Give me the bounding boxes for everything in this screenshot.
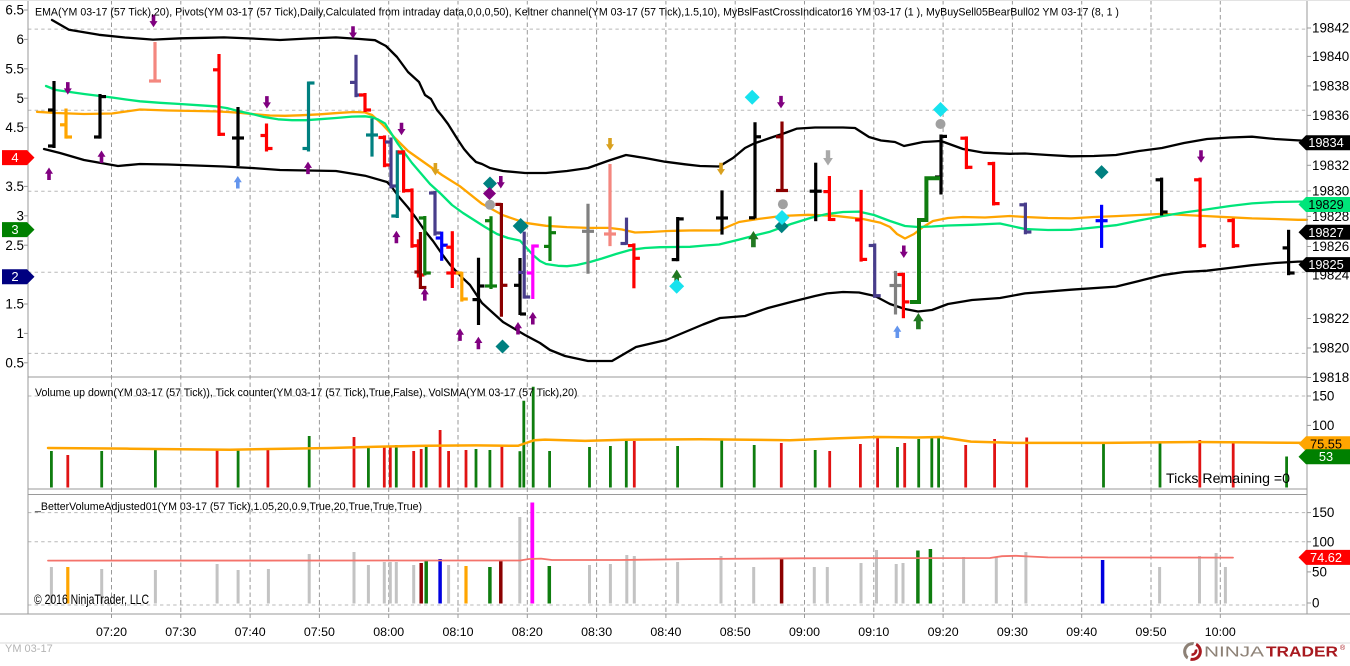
- svg-text:19836: 19836: [1312, 108, 1349, 123]
- svg-text:2: 2: [11, 269, 18, 284]
- svg-text:07:40: 07:40: [235, 625, 266, 639]
- svg-text:150: 150: [1312, 389, 1334, 404]
- svg-text:08:20: 08:20: [512, 625, 543, 639]
- svg-text:09:50: 09:50: [1135, 625, 1166, 639]
- svg-text:19828: 19828: [1312, 209, 1349, 224]
- svg-text:19825: 19825: [1308, 257, 1344, 272]
- svg-text:53: 53: [1319, 449, 1333, 464]
- svg-text:19834: 19834: [1308, 135, 1344, 150]
- svg-text:_BetterVolumeAdjusted01(YM 03-: _BetterVolumeAdjusted01(YM 03-17 (57 Tic…: [34, 501, 422, 513]
- svg-text:4.5: 4.5: [5, 120, 24, 135]
- svg-text:19820: 19820: [1312, 341, 1349, 356]
- svg-text:100: 100: [1312, 534, 1334, 549]
- svg-text:5.5: 5.5: [5, 61, 24, 76]
- svg-text:08:50: 08:50: [720, 625, 751, 639]
- svg-text:09:30: 09:30: [997, 625, 1028, 639]
- svg-text:74.62: 74.62: [1310, 550, 1342, 565]
- svg-text:19832: 19832: [1312, 158, 1349, 173]
- svg-text:08:40: 08:40: [650, 625, 681, 639]
- svg-text:3: 3: [17, 208, 24, 223]
- svg-text:09:00: 09:00: [789, 625, 820, 639]
- svg-text:0.5: 0.5: [5, 355, 24, 370]
- svg-text:19840: 19840: [1312, 49, 1349, 64]
- svg-text:3: 3: [11, 222, 18, 237]
- svg-text:TRADER: TRADER: [1266, 645, 1339, 661]
- svg-text:100: 100: [1312, 418, 1334, 433]
- svg-text:6.5: 6.5: [5, 3, 24, 18]
- svg-text:150: 150: [1312, 505, 1334, 520]
- svg-text:19842: 19842: [1312, 21, 1349, 36]
- svg-text:07:50: 07:50: [304, 625, 335, 639]
- svg-text:75.55: 75.55: [1310, 436, 1342, 451]
- svg-text:19822: 19822: [1312, 311, 1349, 326]
- svg-text:19838: 19838: [1312, 79, 1349, 94]
- svg-text:09:40: 09:40: [1066, 625, 1097, 639]
- svg-text:6: 6: [17, 32, 24, 47]
- svg-text:09:20: 09:20: [928, 625, 959, 639]
- svg-text:© 2016 NinjaTrader, LLC: © 2016 NinjaTrader, LLC: [34, 591, 149, 607]
- svg-text:50: 50: [1312, 565, 1327, 580]
- svg-text:EMA(YM 03-17 (57 Tick),20), Pi: EMA(YM 03-17 (57 Tick),20), Pivots(YM 03…: [35, 7, 1119, 19]
- svg-text:07:30: 07:30: [165, 625, 196, 639]
- svg-text:1: 1: [17, 326, 24, 341]
- svg-text:3.5: 3.5: [5, 179, 24, 194]
- svg-text:08:00: 08:00: [373, 625, 404, 639]
- svg-text:2.5: 2.5: [5, 238, 24, 253]
- svg-text:19826: 19826: [1312, 239, 1349, 254]
- svg-text:07:20: 07:20: [96, 625, 127, 639]
- svg-text:NINJA: NINJA: [1204, 645, 1264, 661]
- svg-text:09:10: 09:10: [858, 625, 889, 639]
- svg-text:1.5: 1.5: [5, 297, 24, 312]
- svg-text:Ticks Remaining =0: Ticks Remaining =0: [1166, 471, 1290, 487]
- svg-text:Volume up down(YM 03-17 (57 Ti: Volume up down(YM 03-17 (57 Tick)), Tick…: [35, 387, 577, 399]
- svg-text:5: 5: [17, 91, 24, 106]
- svg-text:19829: 19829: [1308, 197, 1344, 212]
- svg-text:YM 03-17: YM 03-17: [5, 643, 53, 655]
- svg-text:19818: 19818: [1312, 370, 1349, 385]
- svg-text:®: ®: [1340, 644, 1346, 652]
- svg-text:19830: 19830: [1312, 184, 1349, 199]
- svg-text:0: 0: [1312, 596, 1319, 611]
- svg-text:10:00: 10:00: [1205, 625, 1236, 639]
- svg-text:08:10: 08:10: [442, 625, 473, 639]
- svg-text:19827: 19827: [1308, 225, 1344, 240]
- svg-text:08:30: 08:30: [581, 625, 612, 639]
- svg-text:4: 4: [11, 150, 18, 165]
